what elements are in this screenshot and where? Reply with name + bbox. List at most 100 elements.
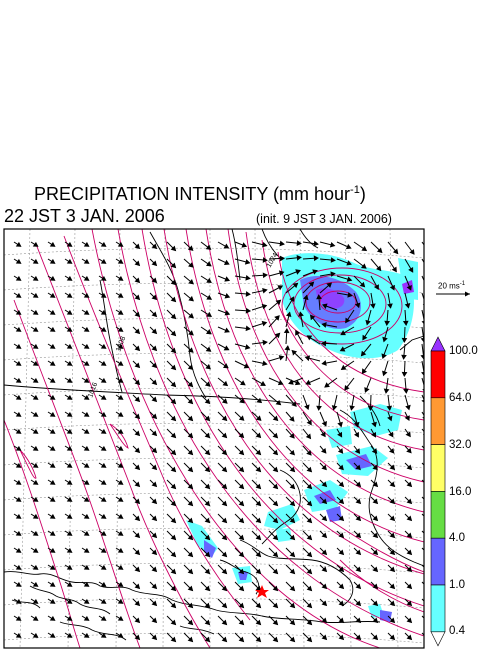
wind-vector-head — [134, 464, 141, 471]
wind-vector-head — [151, 549, 158, 556]
wind-vector-head — [49, 241, 56, 247]
wind-vector-head — [187, 517, 194, 524]
wind-vector-head — [255, 483, 262, 490]
wind-vector-head — [255, 517, 262, 524]
wind-vector-head — [406, 600, 413, 607]
wind-vector-head — [83, 598, 90, 604]
wind-vector-head — [170, 568, 177, 575]
wind-vector-head — [15, 309, 22, 315]
wind-vector-head — [305, 433, 312, 440]
wind-vector-head — [221, 449, 228, 456]
wind-vector-head — [291, 349, 298, 356]
wind-vector-head — [372, 532, 379, 539]
wind-vector — [421, 411, 424, 417]
wind-vector-head — [406, 464, 413, 471]
wind-vector-head — [100, 428, 107, 434]
wind-vector-head — [289, 602, 296, 609]
wind-vector-head — [306, 602, 313, 609]
wind-vector-head — [187, 636, 194, 643]
wind-vector-head — [338, 515, 345, 522]
wind-vector-head — [292, 282, 299, 289]
wind-vector-head — [423, 536, 424, 537]
wind-vector-head — [117, 343, 124, 349]
wind-vector-head — [117, 377, 124, 383]
colorbar-segment — [430, 491, 446, 539]
wind-vector-head — [306, 419, 312, 426]
wind-vector-head — [66, 428, 73, 434]
wind-vector-head — [49, 411, 56, 417]
wind-vector-head — [66, 581, 73, 587]
wind-vector-head — [255, 449, 262, 456]
wind-vector-head — [151, 481, 158, 488]
wind-vector-head — [320, 431, 326, 438]
wind-vector-head — [372, 617, 379, 624]
wind-vector-head — [49, 258, 56, 264]
wind-vector-head — [392, 248, 399, 255]
wind-vector-head — [298, 311, 304, 317]
wind-vector-head — [66, 530, 73, 536]
wind-vector-head — [134, 260, 141, 267]
wind-vector-head — [134, 532, 141, 539]
wind-vector-head — [32, 241, 39, 247]
wind-vector-head — [83, 428, 90, 434]
wind-vector-head — [354, 431, 359, 438]
wind-vector-head — [83, 394, 90, 400]
wind-vector-head — [83, 292, 90, 298]
wind-vector-head — [32, 547, 39, 553]
wind-vector-head — [255, 432, 262, 439]
wind-vector-head — [49, 377, 56, 383]
wind-vector-head — [372, 583, 379, 590]
wind-vector-head — [403, 388, 409, 394]
wind-vector-head — [291, 401, 297, 407]
wind-vector-head — [66, 394, 73, 400]
wind-vector-head — [423, 621, 424, 622]
wind-vector-head — [100, 292, 107, 298]
wind-vector-head — [170, 415, 177, 422]
wind-vector — [421, 598, 424, 602]
wind-vector-field — [13, 240, 424, 643]
wind-vector-head — [289, 432, 295, 439]
wind-vector-head — [206, 277, 212, 283]
wind-vector-head — [255, 636, 262, 643]
wind-vector-head — [221, 585, 228, 592]
wind-vector-head — [387, 303, 393, 309]
wind-vector-head — [244, 259, 251, 265]
wind-vector-head — [134, 396, 141, 403]
wind-vector-head — [15, 615, 22, 621]
wind-vector-head — [245, 274, 251, 281]
wind-vector-head — [221, 466, 228, 473]
wind-vector-head — [376, 265, 382, 272]
wind-vector-head — [344, 384, 350, 391]
wind-vector-head — [134, 583, 141, 590]
wind-vector-head — [272, 636, 279, 643]
wind-vector-head — [151, 515, 158, 522]
wind-vector-head — [370, 431, 376, 438]
wind-vector-head — [406, 549, 413, 556]
wind-vector-head — [372, 566, 379, 573]
wind-vector-head — [66, 343, 73, 349]
wind-vector-head — [83, 479, 90, 485]
wind-vector-head — [222, 380, 229, 387]
wind-vector-head — [206, 261, 212, 267]
wind-vector-head — [188, 312, 194, 319]
wind-vector-head — [224, 276, 231, 282]
wind-vector-head — [134, 243, 141, 250]
wind-vector-head — [406, 583, 413, 590]
wind-vector-head — [289, 534, 296, 541]
wind-vector-head — [389, 284, 395, 291]
wind-vector-head — [205, 346, 212, 352]
lat-lon-grid — [4, 229, 424, 648]
wind-vector-head — [224, 293, 231, 299]
wind-vector-head — [278, 270, 285, 276]
wind-vector-head — [296, 255, 302, 261]
wind-vector-head — [289, 466, 296, 473]
wind-vector-head — [345, 243, 352, 250]
wind-vector-head — [187, 602, 194, 609]
wind-vector-head — [134, 413, 141, 420]
wind-vector-head — [221, 432, 228, 439]
wind-vector-head — [306, 450, 312, 456]
wind-vector-head — [100, 411, 107, 417]
wind-vector-head — [423, 570, 424, 571]
wind-vector-head — [321, 549, 328, 556]
wind-vector-head — [187, 449, 194, 456]
